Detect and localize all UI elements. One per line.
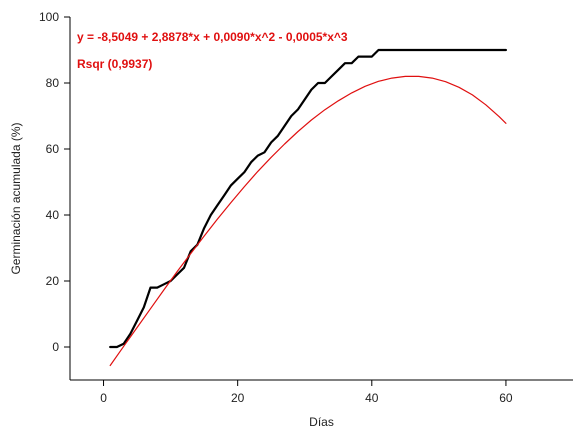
x-axis-label: Días (309, 415, 334, 429)
x-tick-label: 0 (100, 391, 107, 405)
y-tick-label: 80 (46, 76, 60, 90)
equation-annotation: y = -8,5049 + 2,8878*x + 0,0090*x^2 - 0,… (77, 30, 348, 44)
series-layer (109, 48, 507, 367)
x-tick-label: 60 (499, 391, 513, 405)
y-tick-label: 100 (39, 10, 59, 24)
rsqr-annotation: Rsqr (0,9937) (77, 57, 152, 71)
x-tick-label: 40 (365, 391, 379, 405)
annotations: y = -8,5049 + 2,8878*x + 0,0090*x^2 - 0,… (77, 30, 348, 71)
fitted-curve-line (109, 75, 507, 367)
y-tick-label: 40 (46, 208, 60, 222)
y-tick-label: 0 (52, 340, 59, 354)
observed-germination-line (109, 48, 507, 349)
x-tick-label: 20 (231, 391, 245, 405)
y-tick-label: 60 (46, 142, 60, 156)
y-axis-label: Germinación acumulada (%) (9, 122, 23, 274)
plot-area (69, 17, 573, 381)
y-tick-label: 20 (46, 274, 60, 288)
axis-ticks: 0 20 40 60 0 20 40 60 80 100 (39, 10, 513, 405)
